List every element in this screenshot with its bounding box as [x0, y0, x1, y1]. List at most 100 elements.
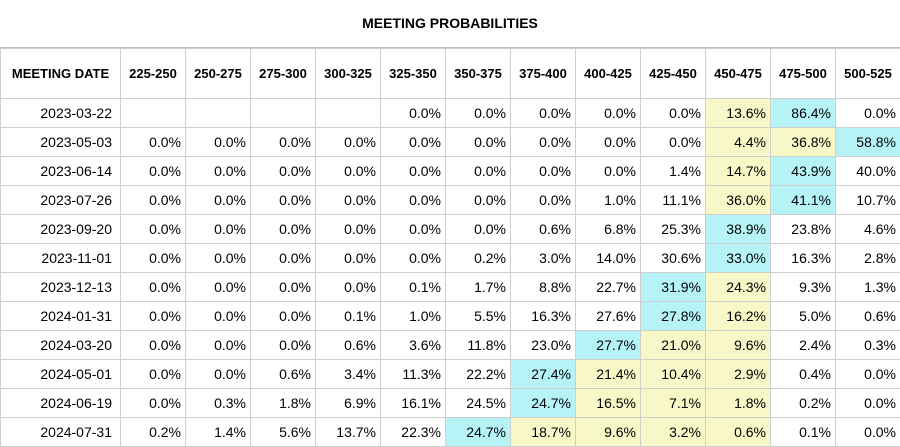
- probability-cell: 21.0%: [641, 331, 706, 360]
- probability-cell: 0.0%: [186, 244, 251, 273]
- probability-cell: 0.0%: [381, 99, 446, 128]
- probability-cell: 0.4%: [771, 360, 836, 389]
- probability-cell: 0.0%: [186, 331, 251, 360]
- meeting-date-cell: 2024-06-19: [1, 389, 121, 418]
- probability-cell: 1.0%: [576, 186, 641, 215]
- probability-cell: 0.0%: [186, 157, 251, 186]
- probability-cell: 22.7%: [576, 273, 641, 302]
- probability-cell: 23.0%: [511, 331, 576, 360]
- meeting-date-cell: 2023-06-14: [1, 157, 121, 186]
- probability-cell: 3.4%: [316, 360, 381, 389]
- probability-cell: 27.6%: [576, 302, 641, 331]
- probability-cell: 0.0%: [511, 157, 576, 186]
- meeting-date-cell: 2023-07-26: [1, 186, 121, 215]
- column-header-275-300: 275-300: [251, 49, 316, 99]
- probability-cell: 40.0%: [836, 157, 900, 186]
- probability-cell: 0.0%: [251, 331, 316, 360]
- probability-cell: 0.0%: [121, 389, 186, 418]
- probability-cell: 0.6%: [316, 331, 381, 360]
- probability-cell: 9.6%: [706, 331, 771, 360]
- column-header-325-350: 325-350: [381, 49, 446, 99]
- column-header-350-375: 350-375: [446, 49, 511, 99]
- probability-cell: 0.0%: [316, 273, 381, 302]
- probability-cell: 0.0%: [511, 128, 576, 157]
- probability-cell: 0.0%: [316, 244, 381, 273]
- probability-cell: 4.4%: [706, 128, 771, 157]
- probability-cell: [186, 99, 251, 128]
- probability-cell: 24.7%: [511, 389, 576, 418]
- probability-cell: 0.0%: [186, 302, 251, 331]
- probability-cell: 5.5%: [446, 302, 511, 331]
- column-header-300-325: 300-325: [316, 49, 381, 99]
- probability-cell: 0.6%: [836, 302, 900, 331]
- probability-cell: 22.2%: [446, 360, 511, 389]
- probability-cell: 0.0%: [186, 273, 251, 302]
- probability-cell: 3.6%: [381, 331, 446, 360]
- probability-cell: 16.3%: [771, 244, 836, 273]
- probability-cell: 0.0%: [121, 273, 186, 302]
- probability-cell: 0.2%: [771, 389, 836, 418]
- probability-cell: 21.4%: [576, 360, 641, 389]
- probability-cell: 0.0%: [381, 244, 446, 273]
- probability-cell: 1.8%: [251, 389, 316, 418]
- probability-cell: 86.4%: [771, 99, 836, 128]
- probability-cell: 0.0%: [446, 186, 511, 215]
- meeting-date-cell: 2024-01-31: [1, 302, 121, 331]
- probability-cell: 4.6%: [836, 215, 900, 244]
- probability-cell: 13.7%: [316, 418, 381, 447]
- probability-cell: 10.4%: [641, 360, 706, 389]
- column-header-400-425: 400-425: [576, 49, 641, 99]
- probability-cell: 1.3%: [836, 273, 900, 302]
- probability-cell: 0.6%: [251, 360, 316, 389]
- column-header-450-475: 450-475: [706, 49, 771, 99]
- probability-cell: 0.0%: [121, 244, 186, 273]
- probability-cell: 0.0%: [381, 215, 446, 244]
- probability-cell: 0.0%: [836, 360, 900, 389]
- probability-cell: 0.0%: [316, 186, 381, 215]
- probability-cell: 1.4%: [186, 418, 251, 447]
- probability-cell: 0.6%: [511, 215, 576, 244]
- probability-cell: [316, 99, 381, 128]
- probability-cell: 25.3%: [641, 215, 706, 244]
- meeting-date-cell: 2024-05-01: [1, 360, 121, 389]
- probability-cell: 6.8%: [576, 215, 641, 244]
- probability-cell: 36.0%: [706, 186, 771, 215]
- probability-cell: 0.1%: [381, 273, 446, 302]
- probability-cell: 16.2%: [706, 302, 771, 331]
- probability-cell: 0.0%: [641, 99, 706, 128]
- column-header-500-525: 500-525: [836, 49, 900, 99]
- probability-cell: 23.8%: [771, 215, 836, 244]
- probability-cell: 22.3%: [381, 418, 446, 447]
- probability-cell: 38.9%: [706, 215, 771, 244]
- probability-cell: 6.9%: [316, 389, 381, 418]
- probability-cell: 24.7%: [446, 418, 511, 447]
- probability-cell: 0.0%: [121, 186, 186, 215]
- probability-cell: 1.4%: [641, 157, 706, 186]
- column-header-225-250: 225-250: [121, 49, 186, 99]
- probability-cell: 0.0%: [121, 331, 186, 360]
- probability-cell: 3.2%: [641, 418, 706, 447]
- probability-cell: 0.0%: [576, 128, 641, 157]
- probability-cell: 1.8%: [706, 389, 771, 418]
- probability-cell: 0.0%: [121, 128, 186, 157]
- probability-cell: 14.0%: [576, 244, 641, 273]
- meeting-date-cell: 2023-11-01: [1, 244, 121, 273]
- meeting-date-cell: 2023-05-03: [1, 128, 121, 157]
- probability-cell: 0.1%: [771, 418, 836, 447]
- probability-cell: 43.9%: [771, 157, 836, 186]
- probability-cell: 0.0%: [511, 99, 576, 128]
- probability-cell: 0.0%: [251, 215, 316, 244]
- probability-cell: 0.0%: [316, 157, 381, 186]
- probability-cell: 0.0%: [381, 157, 446, 186]
